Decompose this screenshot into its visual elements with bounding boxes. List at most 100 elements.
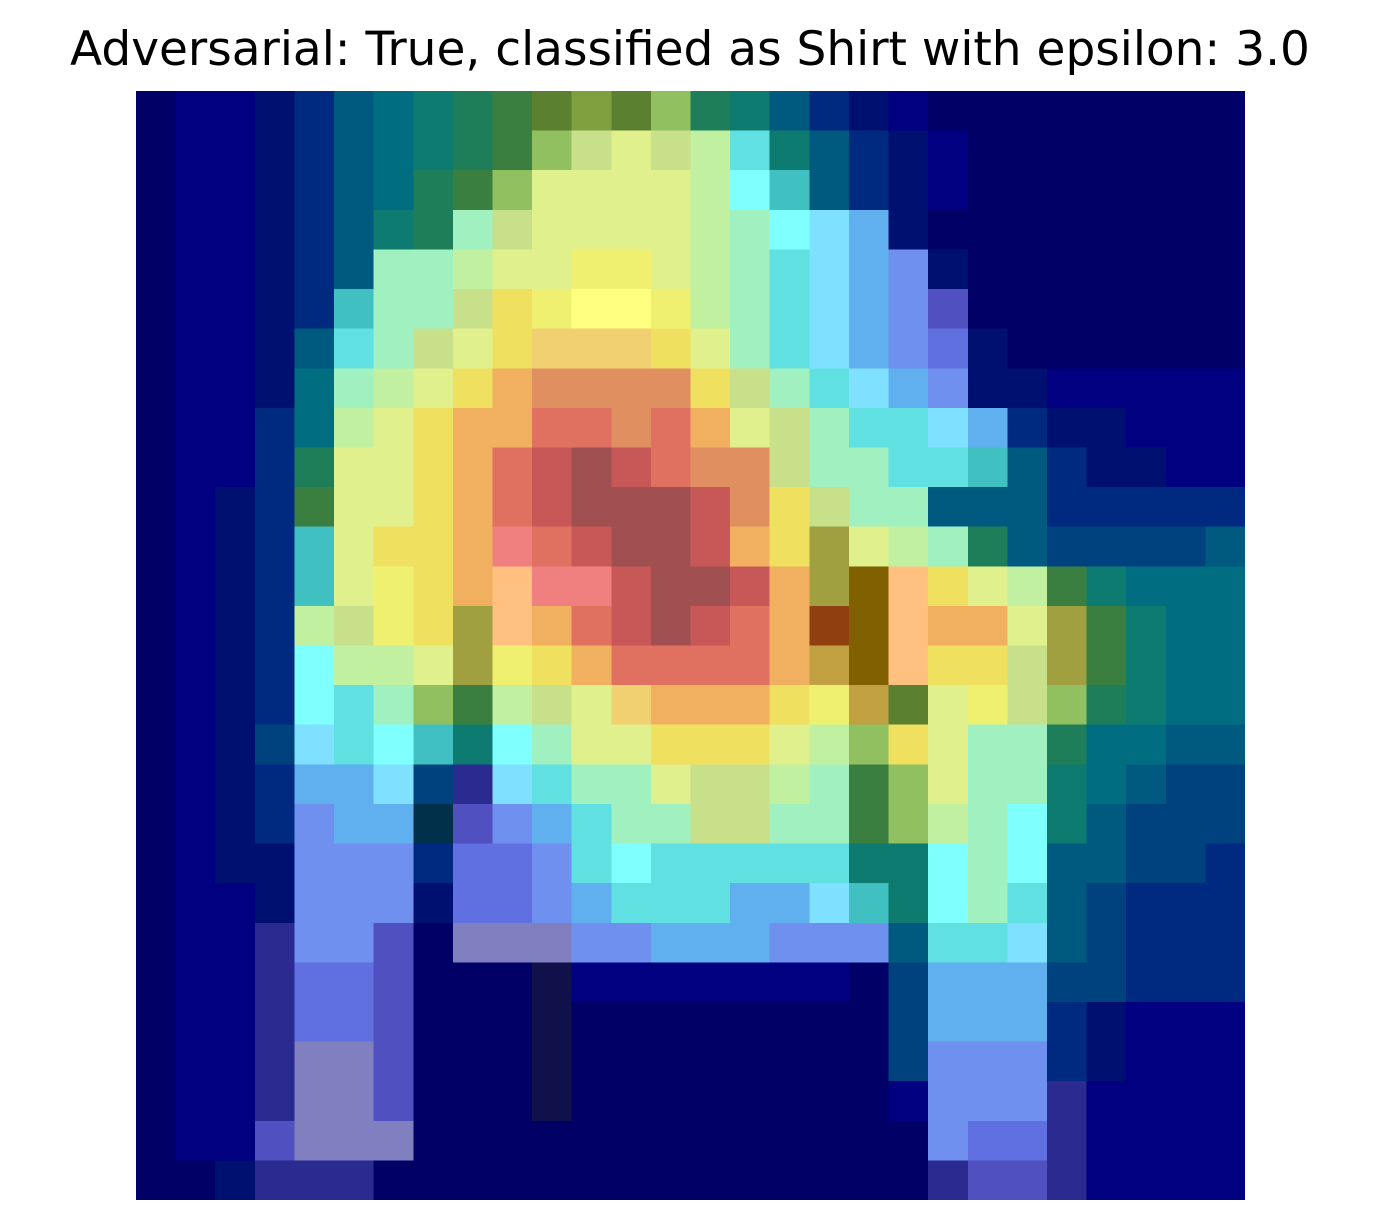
heatmap-pixel [1046, 368, 1088, 409]
heatmap-pixel [730, 447, 771, 488]
heatmap-pixel [1086, 447, 1127, 488]
heatmap-pixel [1205, 170, 1245, 211]
heatmap-pixel [373, 962, 415, 1003]
heatmap-pixel [492, 724, 533, 766]
heatmap-pixel [294, 883, 335, 924]
heatmap-pixel [532, 883, 573, 924]
heatmap-pixel [452, 289, 494, 330]
heatmap-pixel [136, 764, 177, 805]
heatmap-pixel [809, 1041, 850, 1082]
heatmap-pixel [492, 487, 533, 528]
heatmap-pixel [967, 209, 1009, 251]
heatmap-pixel [571, 922, 613, 964]
heatmap-pixel [1007, 1081, 1048, 1122]
heatmap-pixel [492, 1001, 533, 1043]
heatmap-pixel [611, 1081, 652, 1122]
heatmap-pixel [334, 487, 375, 528]
heatmap-pixel [136, 526, 177, 568]
heatmap-pixel [1086, 328, 1127, 370]
heatmap-pixel [413, 1041, 454, 1082]
heatmap-pixel [690, 645, 731, 686]
heatmap-pixel [888, 803, 929, 845]
heatmap-pixel [1205, 447, 1245, 488]
heatmap-pixel [413, 526, 454, 568]
heatmap-pixel [967, 289, 1009, 330]
heatmap-pixel [611, 526, 652, 568]
heatmap-pixel [690, 803, 731, 845]
heatmap-pixel [1007, 526, 1048, 568]
heatmap-pixel [452, 1081, 494, 1122]
heatmap-pixel [175, 170, 217, 211]
heatmap-pixel [1126, 566, 1167, 607]
heatmap-pixel [611, 843, 652, 884]
heatmap-pixel [809, 526, 850, 568]
heatmap-pixel [175, 289, 217, 330]
heatmap-pixel [492, 407, 533, 449]
heatmap-pixel [136, 922, 177, 964]
heatmap-pixel [848, 289, 890, 330]
heatmap-pixel [373, 407, 415, 449]
heatmap-pixel [650, 1081, 692, 1122]
heatmap-pixel [571, 91, 613, 132]
heatmap-pixel [294, 1041, 335, 1082]
heatmap-pixel [1007, 566, 1048, 607]
heatmap-pixel [809, 843, 850, 884]
heatmap-pixel [413, 685, 454, 726]
heatmap-pixel [452, 605, 494, 647]
heatmap-pixel [373, 487, 415, 528]
heatmap-pixel [413, 447, 454, 488]
heatmap-pixel [611, 962, 652, 1003]
heatmap-pixel [571, 526, 613, 568]
heatmap-pixel [413, 1001, 454, 1043]
heatmap-pixel [294, 209, 335, 251]
heatmap-pixel [809, 764, 850, 805]
heatmap-pixel [809, 91, 850, 132]
heatmap-pixel [136, 1041, 177, 1082]
heatmap-pixel [888, 368, 929, 409]
heatmap-pixel [571, 724, 613, 766]
heatmap-pixel [967, 843, 1009, 884]
heatmap-pixel [254, 566, 296, 607]
heatmap-pixel [769, 249, 811, 290]
heatmap-pixel [1046, 685, 1088, 726]
heatmap-pixel [136, 209, 177, 251]
heatmap-pixel [1205, 843, 1245, 884]
heatmap-pixel [492, 289, 533, 330]
heatmap-pixel [1205, 685, 1245, 726]
heatmap-pixel [1126, 407, 1167, 449]
heatmap-pixel [373, 803, 415, 845]
heatmap-pixel [532, 447, 573, 488]
heatmap-pixel [611, 130, 652, 172]
heatmap-pixel [650, 1041, 692, 1082]
heatmap-pixel [809, 1001, 850, 1043]
heatmap-pixel [136, 803, 177, 845]
heatmap-pixel [1165, 328, 1207, 370]
heatmap-pixel [650, 209, 692, 251]
heatmap-pixel [1086, 1081, 1127, 1122]
heatmap-pixel [730, 922, 771, 964]
heatmap-pixel [730, 962, 771, 1003]
heatmap-pixel [413, 724, 454, 766]
heatmap-pixel [928, 407, 969, 449]
heatmap-pixel [848, 645, 890, 686]
heatmap-pixel [809, 724, 850, 766]
heatmap-pixel [532, 764, 573, 805]
heatmap-pixel [928, 605, 969, 647]
heatmap-pixel [532, 685, 573, 726]
heatmap-pixel [1165, 170, 1207, 211]
heatmap-pixel [730, 1120, 771, 1162]
heatmap-pixel [373, 922, 415, 964]
heatmap-pixel [413, 209, 454, 251]
heatmap-pixel [1007, 1120, 1048, 1162]
heatmap-pixel [888, 962, 929, 1003]
heatmap-pixel [967, 645, 1009, 686]
heatmap-pixel [571, 1001, 613, 1043]
heatmap-pixel [1086, 407, 1127, 449]
heatmap-pixel [690, 368, 731, 409]
heatmap-pixel [254, 1001, 296, 1043]
heatmap-pixel [1046, 922, 1088, 964]
heatmap-pixel [809, 130, 850, 172]
heatmap-pixel [1007, 605, 1048, 647]
heatmap-pixel [373, 91, 415, 132]
heatmap-pixel [294, 645, 335, 686]
